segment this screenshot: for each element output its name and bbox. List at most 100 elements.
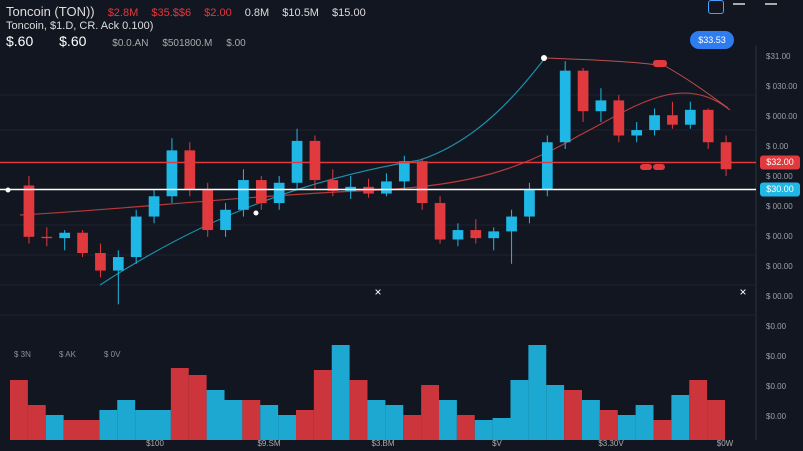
volume-bar [367, 400, 386, 440]
action-button[interactable]: $33.53 [690, 31, 734, 49]
stat: $2.00 [204, 7, 232, 19]
x-axis-label: $3.BM [371, 439, 394, 448]
subtitle: Toncoin, $1.D, CR. Ack 0.100) [6, 20, 154, 32]
x-axis-label: $0W [717, 439, 734, 448]
volume-bar [421, 385, 439, 440]
volume-bar [635, 405, 654, 440]
stat: $15.00 [332, 7, 366, 19]
volume-bar [528, 345, 547, 440]
volume-bar [117, 400, 136, 440]
axis-label: $ 00.00 [766, 202, 793, 211]
icon[interactable] [733, 3, 745, 5]
volume-bar [492, 418, 511, 440]
volume-bar [510, 380, 529, 440]
volume-bar [135, 410, 153, 440]
axis-label: $0.00 [766, 322, 787, 331]
candle-body [470, 230, 482, 239]
volume-bar [599, 410, 618, 440]
candle-body [77, 232, 88, 254]
volume-bar [456, 415, 475, 440]
axis-label: $ 00.00 [766, 232, 793, 241]
candle-body [667, 115, 678, 125]
legend-label: $ AK [59, 350, 77, 359]
volume-bar [349, 380, 368, 440]
candle-body [59, 232, 71, 239]
candle-body [452, 230, 464, 240]
marker [640, 164, 652, 170]
close-icon[interactable]: × [374, 285, 381, 299]
volume-bar [188, 375, 207, 440]
marker [253, 210, 259, 216]
volume-bar [331, 345, 350, 440]
candle-body [631, 130, 643, 136]
stat: $2.8M [107, 7, 139, 19]
candle-body [488, 231, 500, 239]
axis-label: $ 000.00 [766, 112, 798, 121]
axis-label: $ 0.00 [766, 142, 789, 151]
candle-body [327, 180, 339, 191]
candle-body [524, 189, 535, 217]
candle-body [273, 182, 285, 204]
price-tag-label: $32.00 [766, 157, 794, 167]
stat: 0.8M [244, 7, 270, 19]
volume-bar [45, 415, 64, 440]
candle-body [684, 109, 696, 125]
candle-body [541, 142, 553, 190]
candle-body [95, 253, 106, 271]
moving-average [544, 57, 729, 109]
candle-body [577, 70, 589, 112]
candle-body [23, 185, 35, 237]
candle-body [398, 161, 410, 182]
candle-body [41, 236, 53, 239]
candle-body [381, 181, 392, 194]
price-tag [760, 182, 800, 197]
marker [541, 55, 547, 61]
price: $.60 [6, 33, 34, 49]
x-axis-label: $100 [146, 439, 164, 448]
volume-bar [206, 390, 225, 440]
ticker-bar: Toncoin (TON)) $2.8M $35.$$6 $2.00 0.8M … [6, 4, 376, 19]
x-axis-label: $9.SM [257, 439, 280, 448]
stat: $35.$$6 [151, 7, 192, 19]
volume-bar [224, 400, 243, 440]
axis-label: $ 00.00 [766, 292, 793, 301]
volume-bar [170, 368, 189, 440]
stat: $0.0.AN [112, 38, 149, 49]
volume-bar [707, 400, 725, 440]
candle-body [255, 180, 267, 204]
volume-bar [564, 390, 582, 440]
volume-bar [81, 420, 100, 440]
legend-label: $ 0V [104, 350, 121, 359]
candle-body [416, 161, 428, 204]
candle-body [595, 100, 607, 112]
price-tag [760, 155, 800, 170]
volume-bar [99, 410, 118, 440]
volume-bar [653, 420, 672, 440]
stat: $501800.M [162, 38, 213, 49]
candle-body [148, 196, 160, 217]
volume-bar [582, 400, 600, 440]
close-icon[interactable]: × [739, 285, 746, 299]
volume-bar [296, 410, 314, 440]
volume-bar [474, 420, 493, 440]
marker [653, 60, 667, 67]
symbol: Toncoin (TON)) [6, 4, 95, 19]
icon[interactable] [708, 0, 724, 14]
candle-body [649, 115, 660, 131]
candle-body [184, 150, 196, 190]
grid [0, 45, 757, 440]
axis-label: $0.00 [766, 352, 787, 361]
volume-bar [278, 415, 296, 440]
candle-body [309, 140, 321, 181]
volume-bar [313, 370, 332, 440]
x-axis-label: $V [492, 439, 502, 448]
axis-label: $0.00 [766, 412, 787, 421]
price-row: $.60 $.60 $0.0.AN $501800.M $.00 [6, 33, 246, 49]
stat: $.00 [226, 38, 246, 49]
icon[interactable] [765, 3, 777, 5]
axis-label: $ 00.00 [766, 172, 793, 181]
volume-bar [689, 380, 708, 440]
volume-bar [27, 405, 46, 440]
